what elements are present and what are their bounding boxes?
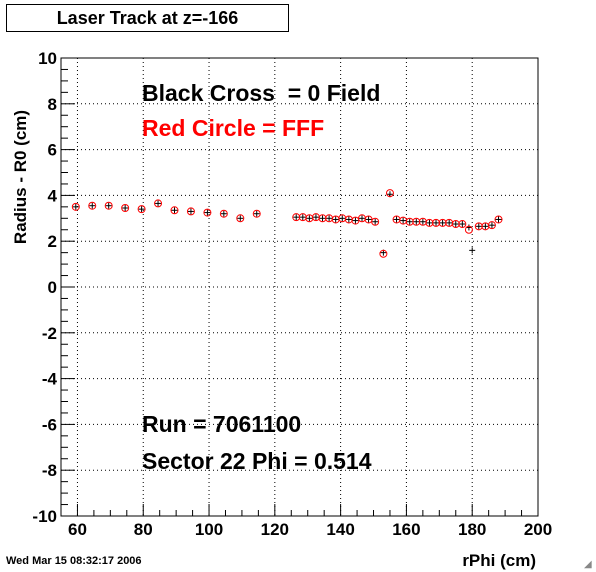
cross-marker: [155, 200, 162, 207]
cross-marker: [204, 209, 211, 216]
cross-marker: [138, 206, 145, 213]
y-tick-label: -2: [42, 324, 57, 343]
cross-marker: [393, 216, 400, 223]
cross-marker: [352, 217, 359, 224]
circle-marker: [379, 249, 388, 258]
cross-marker: [326, 215, 333, 222]
cross-marker: [253, 210, 260, 217]
circle-marker: [458, 220, 467, 229]
cross-marker: [433, 219, 440, 226]
y-tick-label: -8: [42, 461, 57, 480]
cross-marker: [488, 222, 495, 229]
cross-marker: [446, 219, 453, 226]
x-tick-label: 160: [392, 520, 420, 539]
cross-marker: [319, 215, 326, 222]
circle-marker: [137, 205, 146, 214]
circle-marker: [170, 206, 179, 215]
cross-marker: [475, 223, 482, 230]
grid: [61, 58, 538, 516]
cross-marker: [122, 204, 129, 211]
cross-marker: [495, 216, 502, 223]
cross-marker: [332, 216, 339, 223]
circle-marker: [487, 221, 496, 230]
x-tick-label: 60: [68, 520, 87, 539]
circle-marker: [88, 201, 97, 210]
cross-marker: [187, 208, 194, 215]
cross-marker: [293, 214, 300, 221]
circle-marker: [464, 225, 473, 234]
cross-marker: [89, 202, 96, 209]
circle-marker: [104, 201, 113, 210]
y-tick-label: 10: [38, 49, 57, 68]
cross-marker: [426, 219, 433, 226]
data-points: [71, 189, 503, 258]
y-tick-label: -10: [32, 507, 57, 526]
cross-marker: [72, 203, 79, 210]
cross-marker: [306, 215, 313, 222]
circle-marker: [186, 207, 195, 216]
y-axis-title: Radius - R0 (cm): [11, 110, 30, 244]
tick-labels: 60 80 100 120 140 160 180 200 -10 -8 -6 -4 -2 0 2 4 6 8 10: [32, 49, 552, 539]
resize-handle-icon[interactable]: ◢: [584, 559, 592, 570]
cross-marker: [469, 247, 476, 254]
y-tick-label: 2: [48, 232, 57, 251]
timestamp: Wed Mar 15 08:32:17 2006: [6, 555, 142, 567]
x-tick-label: 120: [261, 520, 289, 539]
circle-marker: [121, 203, 130, 212]
cross-marker: [372, 218, 379, 225]
cross-marker: [171, 207, 178, 214]
y-tick-label: -4: [42, 370, 58, 389]
cross-marker: [452, 221, 459, 228]
circle-marker: [203, 208, 212, 217]
legend-black-cross: Black Cross = 0 Field: [142, 80, 380, 106]
circle-marker: [71, 202, 80, 211]
x-tick-label: 80: [134, 520, 153, 539]
y-tick-label: -6: [42, 415, 57, 434]
circle-marker: [252, 209, 261, 218]
axis-ticks: [60, 57, 539, 517]
y-tick-label: 4: [48, 186, 58, 205]
circle-marker: [236, 214, 245, 223]
legend-red-circle: Red Circle = FFF: [142, 115, 324, 141]
cross-marker: [237, 215, 244, 222]
cross-marker: [459, 221, 466, 228]
y-tick-label: 6: [48, 141, 57, 160]
sector-label: Sector 22 Phi = 0.514: [142, 448, 372, 474]
cross-marker: [359, 215, 366, 222]
cross-marker: [482, 223, 489, 230]
circle-marker: [371, 217, 380, 226]
cross-marker: [419, 218, 426, 225]
x-tick-label: 100: [195, 520, 223, 539]
cross-marker: [220, 210, 227, 217]
cross-marker: [400, 217, 407, 224]
cross-marker: [465, 224, 472, 231]
x-tick-label: 200: [524, 520, 552, 539]
x-tick-label: 180: [458, 520, 486, 539]
cross-marker: [406, 218, 413, 225]
circle-marker: [219, 209, 228, 218]
run-label: Run = 7061100: [142, 411, 301, 437]
cross-marker: [439, 219, 446, 226]
y-tick-label: 8: [48, 95, 57, 114]
cross-marker: [339, 215, 346, 222]
cross-marker: [345, 216, 352, 223]
chart-title: Laser Track at z=-166: [6, 4, 289, 32]
cross-marker: [413, 218, 420, 225]
cross-marker: [105, 202, 112, 209]
cross-marker: [365, 216, 372, 223]
y-tick-label: 0: [48, 278, 57, 297]
circle-marker: [154, 199, 163, 208]
x-axis-title: rPhi (cm): [462, 551, 536, 570]
cross-marker: [312, 214, 319, 221]
circle-marker: [385, 189, 394, 198]
x-tick-label: 140: [326, 520, 354, 539]
cross-marker: [299, 214, 306, 221]
circle-marker: [494, 215, 503, 224]
